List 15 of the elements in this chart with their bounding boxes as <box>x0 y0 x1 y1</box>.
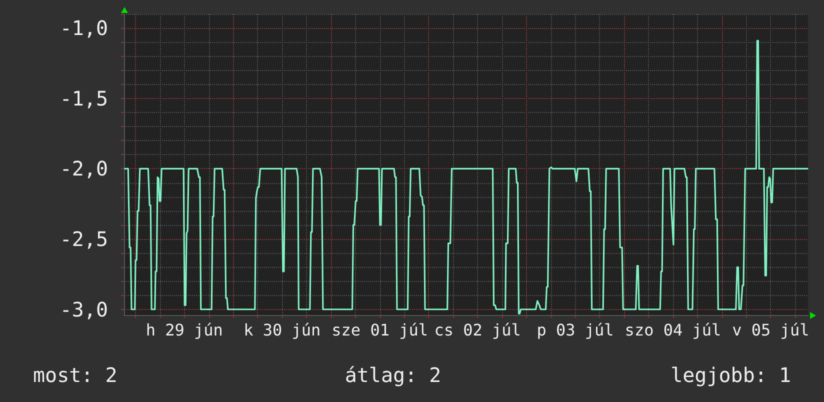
x-tick-label: szo 04 júl <box>624 320 722 340</box>
text: most: 2 <box>33 363 118 387</box>
y-tick-label: -2,5 <box>60 227 108 252</box>
y-tick-label: -1,5 <box>60 86 108 110</box>
x-tick-label: h 29 jún <box>146 320 223 340</box>
text: átlag: 2 <box>344 363 442 387</box>
x-tick-label: sze 01 júl <box>332 320 428 340</box>
x-tick-label: k 30 jún <box>244 320 321 340</box>
y-tick-label: -1,0 <box>60 16 108 40</box>
x-tick-label: v 05 júl <box>732 320 810 340</box>
text: legjobb: 1 <box>670 363 791 387</box>
y-tick-label: -3,0 <box>60 297 108 322</box>
x-tick-label: p 03 júl <box>536 320 614 340</box>
y-tick-label: -2,0 <box>60 156 108 181</box>
x-tick-label: cs 02 júl <box>434 320 521 340</box>
